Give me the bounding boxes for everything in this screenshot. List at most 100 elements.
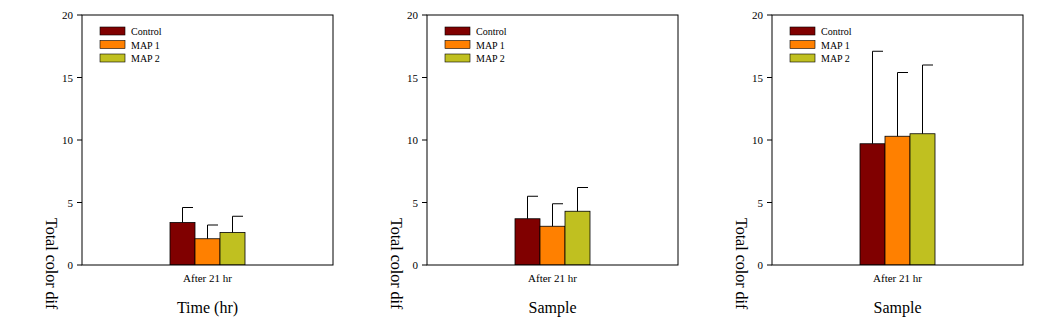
legend-swatch bbox=[445, 27, 470, 35]
legend-label: MAP 1 bbox=[476, 40, 505, 51]
y-tick bbox=[767, 140, 772, 141]
error-bar bbox=[923, 65, 934, 134]
bar bbox=[565, 211, 590, 265]
error-bar bbox=[578, 188, 589, 212]
y-tick bbox=[422, 77, 427, 78]
error-line bbox=[232, 216, 233, 232]
plot-frame bbox=[427, 15, 678, 265]
error-cap bbox=[553, 203, 564, 204]
legend-swatch bbox=[790, 54, 815, 62]
legend-label: Control bbox=[821, 26, 852, 37]
x-tick-label: After 21 hr bbox=[873, 272, 922, 284]
y-tick-label: 20 bbox=[752, 9, 764, 21]
error-cap bbox=[923, 65, 934, 66]
x-axis-title: Sample bbox=[529, 299, 577, 317]
y-tick-label: 0 bbox=[68, 259, 74, 271]
bar bbox=[885, 136, 910, 265]
y-axis-title: Total color dif bbox=[388, 218, 405, 310]
panel: 05101520After 21 hrSampleTotal color dif… bbox=[388, 9, 678, 317]
y-tick bbox=[77, 265, 82, 266]
error-line bbox=[207, 225, 208, 239]
bar bbox=[220, 233, 245, 266]
error-cap bbox=[898, 72, 909, 73]
y-tick bbox=[422, 15, 427, 16]
error-line bbox=[577, 188, 578, 212]
legend-label: MAP 2 bbox=[131, 53, 160, 64]
plot-frame bbox=[82, 15, 333, 265]
error-bar bbox=[898, 73, 909, 137]
panel: 0 5 10 15 20 After 21 hr Time (hr) Total color … bbox=[43, 9, 333, 317]
y-tick-label: 15 bbox=[407, 72, 419, 84]
y-tick bbox=[767, 202, 772, 203]
x-tick-label: After 21 hr bbox=[528, 272, 577, 284]
y-tick bbox=[422, 140, 427, 141]
legend-swatch bbox=[445, 41, 470, 49]
bars bbox=[860, 51, 935, 265]
error-bar bbox=[233, 216, 244, 232]
error-line bbox=[922, 65, 923, 134]
y-tick bbox=[77, 140, 82, 141]
error-cap bbox=[873, 51, 884, 52]
y-tick-label: 20 bbox=[62, 9, 74, 21]
legend-label: Control bbox=[131, 26, 162, 37]
y-axis-title: Total color dif bbox=[43, 218, 60, 310]
y-tick bbox=[767, 265, 772, 266]
legend-swatch bbox=[100, 54, 125, 62]
legend-label: MAP 2 bbox=[476, 53, 505, 64]
error-cap bbox=[208, 225, 219, 226]
x-tick-label: After 21 hr bbox=[183, 272, 232, 284]
error-bar bbox=[553, 204, 564, 227]
legend-label: MAP 2 bbox=[821, 53, 850, 64]
legend-swatch bbox=[790, 27, 815, 35]
error-line bbox=[897, 73, 898, 137]
y-tick-label: 0 bbox=[413, 259, 419, 271]
y-tick-label: 5 bbox=[758, 197, 764, 209]
x-axis-title: Time (hr) bbox=[177, 299, 238, 317]
legend-label: MAP 1 bbox=[821, 40, 850, 51]
error-line bbox=[527, 196, 528, 219]
y-tick-label: 15 bbox=[752, 72, 764, 84]
panel: 0 5 10 15 20 After 21 hr Sample Total color dif… bbox=[733, 9, 1023, 317]
legend-swatch bbox=[100, 27, 125, 35]
bar bbox=[540, 226, 565, 265]
y-tick bbox=[77, 77, 82, 78]
y-tick bbox=[422, 202, 427, 203]
error-line bbox=[182, 208, 183, 223]
error-cap bbox=[528, 196, 539, 197]
error-cap bbox=[233, 216, 244, 217]
legend: Control MAP 1 MAP 2 bbox=[445, 26, 507, 64]
error-bar bbox=[208, 225, 219, 239]
x-axis-title: Sample bbox=[874, 299, 922, 317]
error-cap bbox=[183, 207, 194, 208]
legend-swatch bbox=[100, 41, 125, 49]
legend-swatch bbox=[445, 54, 470, 62]
y-tick bbox=[422, 265, 427, 266]
bar bbox=[910, 134, 935, 265]
bar bbox=[515, 219, 540, 265]
error-bar bbox=[183, 208, 194, 223]
y-tick-label: 20 bbox=[407, 9, 419, 21]
bar bbox=[860, 144, 885, 265]
y-axis-title: Total color dif bbox=[733, 218, 750, 310]
legend: Control MAP 1 MAP 2 bbox=[790, 26, 852, 64]
legend-label: MAP 1 bbox=[131, 40, 160, 51]
legend: Control MAP 1 MAP 2 bbox=[100, 26, 162, 64]
error-cap bbox=[578, 187, 589, 188]
error-bar bbox=[528, 196, 539, 219]
legend-swatch bbox=[790, 41, 815, 49]
y-tick-label: 10 bbox=[62, 134, 74, 146]
y-tick-label: 0 bbox=[758, 259, 764, 271]
legend-label: Control bbox=[476, 26, 507, 37]
error-line bbox=[872, 51, 873, 144]
error-line bbox=[552, 204, 553, 227]
y-tick bbox=[77, 202, 82, 203]
error-bar bbox=[873, 51, 884, 144]
y-tick-label: 10 bbox=[752, 134, 764, 146]
y-tick-label: 15 bbox=[62, 72, 74, 84]
y-tick bbox=[767, 15, 772, 16]
y-tick-label: 5 bbox=[413, 197, 419, 209]
y-tick bbox=[767, 77, 772, 78]
y-tick-label: 5 bbox=[68, 197, 74, 209]
bar bbox=[170, 223, 195, 266]
bar bbox=[195, 239, 220, 265]
